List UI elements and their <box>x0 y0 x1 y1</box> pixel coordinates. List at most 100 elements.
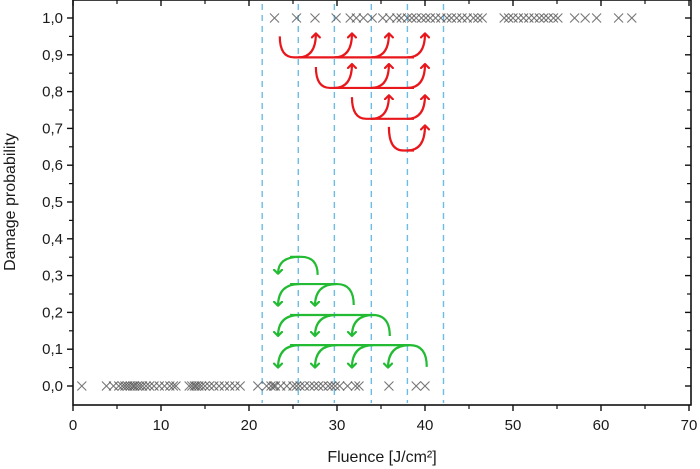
data-point-x-marker <box>342 381 353 391</box>
data-point-x-marker <box>457 13 467 23</box>
data-point-x-marker <box>354 381 364 391</box>
data-point-x-marker <box>224 381 235 391</box>
red-arrow-baseline <box>278 36 414 59</box>
data-point-x-marker <box>270 381 281 391</box>
data-point-x-marker <box>477 13 488 23</box>
data-point-x-marker <box>503 13 514 23</box>
data-point-x-marker <box>159 381 170 391</box>
data-point-x-marker <box>406 13 417 23</box>
data-point-x-marker <box>377 13 388 23</box>
red-arrow-baseline <box>350 97 414 120</box>
red-arrow-baseline <box>314 66 414 90</box>
x-tick-label: 50 <box>505 417 522 434</box>
data-point-x-marker <box>518 13 529 23</box>
data-point-x-marker <box>425 13 436 23</box>
y-tick-label: 0,7 <box>42 120 63 137</box>
data-point-x-marker <box>442 13 452 23</box>
red-arrow <box>371 64 389 90</box>
red-arrow <box>334 64 352 90</box>
data-point-x-marker <box>261 381 272 391</box>
red-arrow <box>407 95 425 120</box>
data-point-x-marker <box>141 381 151 391</box>
data-point-x-marker <box>534 13 545 23</box>
data-point-x-marker <box>208 381 219 391</box>
data-point-x-marker <box>137 381 148 391</box>
data-point-x-marker <box>446 13 457 23</box>
green-arrow-topline <box>290 344 428 367</box>
data-point-x-marker <box>367 13 378 23</box>
data-point-x-marker <box>186 381 197 391</box>
red-arrow <box>407 64 425 90</box>
data-point-x-marker <box>291 13 302 23</box>
data-point-x-marker <box>499 13 510 23</box>
data-point-x-marker <box>310 13 320 23</box>
y-tick-label: 0,6 <box>42 157 63 174</box>
data-point-x-marker <box>200 381 210 391</box>
x-tick-label: 0 <box>69 417 77 434</box>
data-point-x-marker <box>416 13 427 23</box>
data-point-x-marker <box>552 13 563 23</box>
green-arrow-topline <box>290 282 355 306</box>
data-point-x-marker <box>350 381 361 391</box>
data-point-x-marker <box>330 381 341 391</box>
data-point-x-marker <box>543 13 554 23</box>
data-point-x-marker <box>420 13 431 23</box>
data-point-x-marker <box>125 381 136 391</box>
data-point-x-marker <box>154 381 165 391</box>
green-arrow <box>315 282 337 306</box>
data-point-x-marker <box>430 13 441 23</box>
green-arrow <box>352 313 374 336</box>
x-tick-label: 20 <box>241 417 258 434</box>
data-point-x-marker <box>358 13 369 23</box>
data-point-x-marker <box>313 381 324 391</box>
data-point-x-marker <box>384 381 394 391</box>
data-point-x-marker <box>411 381 422 391</box>
data-point-x-marker <box>580 13 591 23</box>
data-point-x-marker <box>529 13 540 23</box>
data-point-x-marker <box>626 13 637 23</box>
data-point-x-marker <box>149 381 159 391</box>
red-arrow-annotations <box>278 33 425 152</box>
data-point-x-marker <box>269 13 280 23</box>
data-point-x-marker <box>351 13 362 23</box>
green-arrow-topline <box>290 255 319 275</box>
data-point-x-marker <box>304 381 315 391</box>
x-axis: 0 10 20 30 40 50 60 70 <box>69 0 697 434</box>
y-tick-label: 0,3 <box>42 268 63 285</box>
red-arrow <box>407 33 425 59</box>
red-arrow <box>298 33 316 59</box>
data-point-x-marker <box>189 381 200 391</box>
data-point-x-marker <box>323 381 334 391</box>
data-point-x-marker <box>420 381 430 391</box>
data-point-x-marker <box>569 13 580 23</box>
data-point-x-marker <box>252 381 263 391</box>
y-tick-label: 1,0 <box>42 10 63 27</box>
red-arrow <box>371 95 389 120</box>
green-arrow <box>278 255 300 274</box>
data-point-x-marker <box>196 381 207 391</box>
red-arrow <box>407 125 425 152</box>
data-point-x-marker <box>451 13 462 23</box>
x-tick-label: 10 <box>153 417 170 434</box>
data-point-x-marker <box>538 13 549 23</box>
data-point-x-marker <box>513 13 524 23</box>
green-arrow-annotations <box>278 255 428 368</box>
data-point-x-marker <box>508 13 518 23</box>
data-point-x-marker <box>331 13 342 23</box>
y-axis: 0,0 0,1 0,2 0,3 0,4 0,5 0,6 0,7 0,8 0,9 1,0 <box>42 10 691 395</box>
data-point-x-marker <box>127 381 138 391</box>
data-point-x-marker <box>472 13 483 23</box>
green-arrow <box>278 313 300 336</box>
y-tick-label: 0,5 <box>42 194 63 211</box>
data-point-x-marker <box>108 381 119 391</box>
data-point-x-marker <box>168 381 179 391</box>
data-point-x-marker <box>318 381 328 391</box>
data-point-x-marker <box>76 381 87 391</box>
data-point-x-marker <box>101 381 112 391</box>
green-arrow <box>278 282 300 306</box>
data-point-x-marker <box>291 381 302 391</box>
data-point-x-marker <box>468 13 479 23</box>
data-point-x-marker <box>309 381 320 391</box>
green-arrow <box>315 344 337 367</box>
